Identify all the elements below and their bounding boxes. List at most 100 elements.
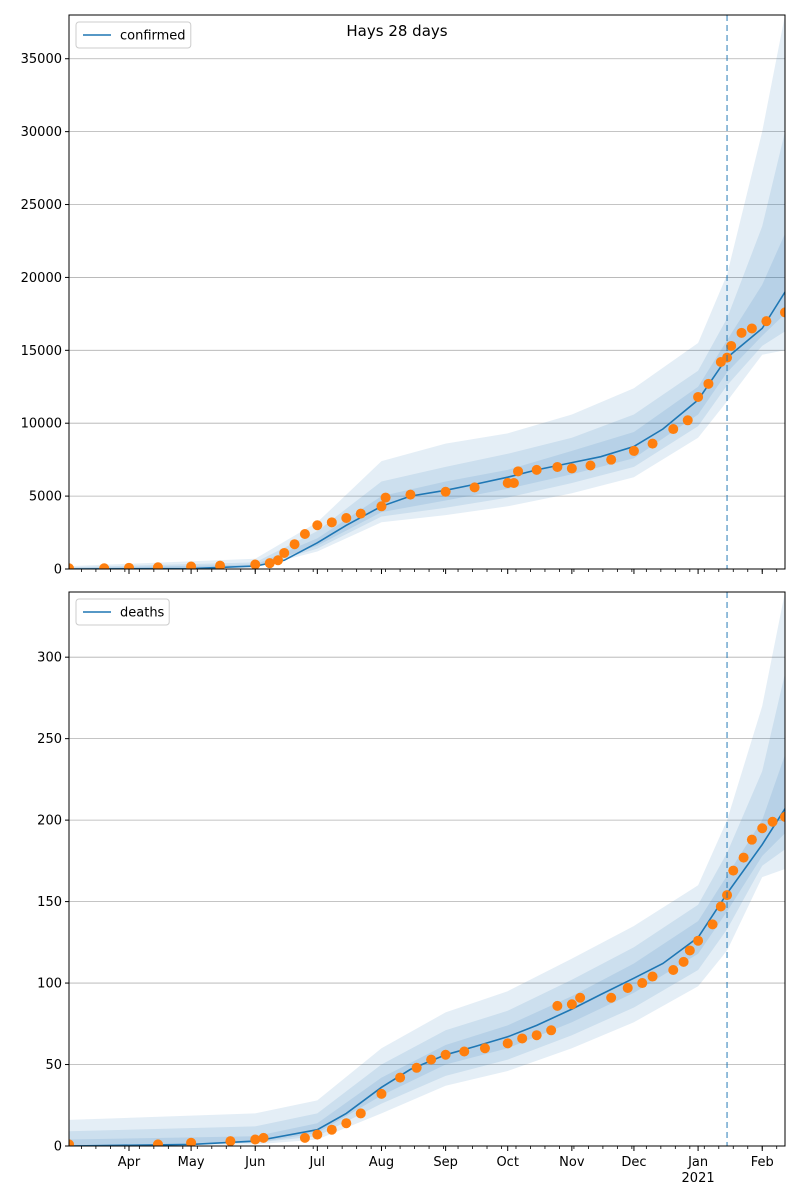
observed-point	[682, 415, 693, 426]
observed-point	[186, 1137, 197, 1146]
observed-point	[152, 1139, 163, 1146]
observed-point	[668, 965, 679, 976]
observed-point	[566, 999, 577, 1010]
observed-point	[289, 539, 300, 550]
observed-point	[513, 466, 524, 477]
legend-label: deaths	[120, 606, 165, 621]
observed-point	[225, 1136, 236, 1146]
y-tick-label: 200	[37, 814, 62, 829]
observed-point	[767, 816, 778, 827]
observed-point	[703, 378, 714, 389]
y-tick-label: 20000	[21, 271, 62, 286]
x-tick-label: Feb	[751, 1155, 774, 1170]
observed-point	[757, 823, 768, 834]
y-tick-label: 0	[54, 1140, 62, 1155]
axes-frame	[68, 591, 786, 1147]
observed-point	[552, 461, 563, 472]
x-tick-year-label: 2021	[682, 1171, 715, 1186]
model-line	[69, 291, 785, 569]
observed-point	[273, 555, 284, 566]
observed-point	[585, 460, 596, 471]
x-tick-label: Oct	[496, 1155, 518, 1170]
observed-point	[736, 327, 747, 338]
observed-point	[647, 971, 658, 982]
x-tick-label: Jan	[687, 1155, 708, 1170]
observed-point	[517, 1033, 528, 1044]
observed-point	[395, 1072, 406, 1083]
observed-point	[738, 852, 749, 863]
observed-point	[279, 547, 290, 558]
y-tick-label: 50	[45, 1058, 62, 1073]
observed-point	[469, 482, 480, 493]
observed-point	[531, 464, 542, 475]
observed-point	[678, 956, 689, 967]
observed-point	[380, 492, 391, 503]
observed-point	[99, 563, 110, 569]
x-tick-label: Jul	[308, 1155, 325, 1170]
y-tick-label: 10000	[21, 417, 62, 432]
observed-point	[459, 1046, 470, 1057]
observed-point	[693, 391, 704, 402]
observed-point	[552, 1000, 563, 1011]
x-tick-label: May	[178, 1155, 205, 1170]
observed-point	[69, 1139, 74, 1146]
y-tick-label: 100	[37, 977, 62, 992]
plot-area	[69, 592, 785, 1146]
uncertainty-band	[69, 233, 785, 569]
observed-point	[440, 486, 451, 497]
observed-point	[250, 559, 261, 569]
observed-point	[326, 517, 337, 528]
x-tick-label: Dec	[621, 1155, 646, 1170]
y-tick-label: 5000	[29, 490, 62, 505]
observed-point	[411, 1062, 422, 1073]
observed-point	[440, 1049, 451, 1060]
observed-point	[152, 562, 163, 569]
uncertainty-band	[69, 754, 785, 1146]
observed-point	[746, 834, 757, 845]
observed-point	[299, 529, 310, 540]
observed-point	[508, 477, 519, 488]
observed-point	[728, 865, 739, 876]
observed-point	[355, 1108, 366, 1119]
observed-point	[761, 316, 772, 327]
observed-point	[426, 1054, 437, 1065]
observed-point	[715, 901, 726, 912]
observed-point	[69, 563, 74, 569]
plot-area	[69, 15, 785, 569]
observed-point	[264, 558, 275, 569]
observed-point	[124, 562, 135, 569]
observed-point	[637, 978, 648, 989]
observed-point	[693, 935, 704, 946]
observed-point	[746, 323, 757, 334]
y-tick-label: 15000	[21, 344, 62, 359]
observed-point	[566, 463, 577, 474]
observed-point	[684, 945, 695, 956]
x-tick-label: Aug	[369, 1155, 394, 1170]
legend-box	[75, 598, 170, 626]
observed-point	[780, 811, 785, 822]
y-tick-label: 30000	[21, 125, 62, 140]
observed-point	[628, 445, 639, 456]
observed-point	[312, 1129, 323, 1140]
observed-point	[707, 919, 718, 930]
observed-point	[726, 340, 737, 351]
observed-point	[668, 424, 679, 435]
observed-point	[647, 438, 658, 449]
observed-point	[531, 1030, 542, 1041]
y-tick-label: 35000	[21, 52, 62, 67]
uncertainty-band	[69, 131, 785, 569]
y-tick-label: 300	[37, 651, 62, 666]
observed-point	[479, 1043, 490, 1054]
x-tick-label: Sep	[433, 1155, 458, 1170]
observed-point	[606, 454, 617, 465]
x-tick-label: Jun	[244, 1155, 265, 1170]
uncertainty-band	[69, 673, 785, 1146]
y-tick-label: 25000	[21, 198, 62, 213]
observed-point	[355, 508, 366, 519]
observed-point	[606, 992, 617, 1003]
observed-point	[575, 992, 586, 1003]
uncertainty-band	[69, 15, 785, 569]
observed-point	[215, 560, 226, 569]
legend-label: confirmed	[120, 29, 186, 44]
